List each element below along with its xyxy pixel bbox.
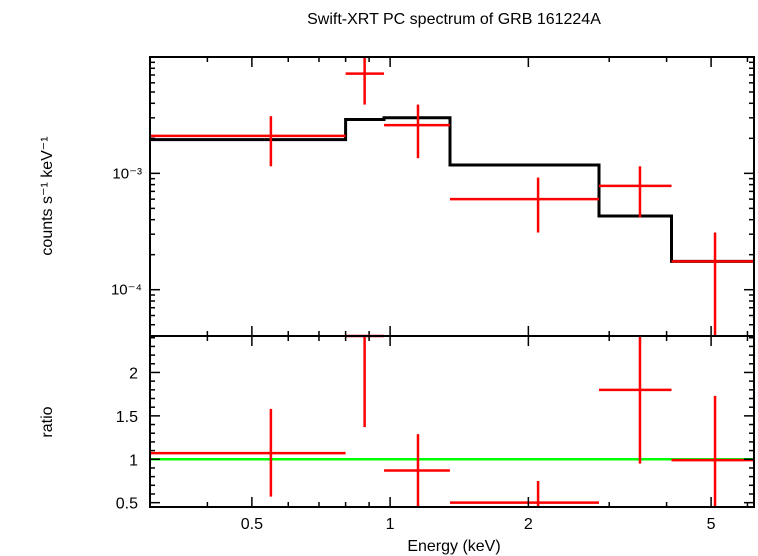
top-plot-frame <box>149 56 755 337</box>
ratio-point-6 <box>671 395 754 507</box>
spectrum-point-3 <box>384 104 450 159</box>
x-tick-label: 0.5 <box>241 516 263 533</box>
ratio-panel: 0.5 1 2 5 0.5 1 1.5 2 <box>116 334 755 533</box>
ratio-point-5 <box>598 336 672 464</box>
bottom-axis-ticks: 0.5 1 2 5 0.5 1 1.5 2 <box>116 336 754 533</box>
y-tick-label: 1.5 <box>116 409 138 426</box>
spectrum-panel: 10⁻³ 10⁻⁴ <box>111 56 755 337</box>
y-tick-label: 2 <box>129 365 138 382</box>
y-tick-label: 10⁻³ <box>112 165 142 182</box>
spectrum-point-4 <box>449 177 599 233</box>
ratio-points-group <box>150 334 754 507</box>
top-axis-ticks: 10⁻³ 10⁻⁴ <box>111 57 754 336</box>
spectrum-point-2 <box>345 58 385 105</box>
chart-title: Swift-XRT PC spectrum of GRB 161224A <box>307 11 601 28</box>
spectrum-point-1 <box>150 116 346 167</box>
bottom-ylabel: ratio <box>39 406 56 437</box>
spectrum-point-5 <box>598 166 672 218</box>
model-curve-group <box>150 116 754 263</box>
ratio-point-3 <box>384 434 450 507</box>
y-tick-label: 1 <box>129 452 138 469</box>
y-tick-label: 0.5 <box>116 496 138 513</box>
x-tick-label: 2 <box>524 516 533 533</box>
xlabel: Energy (keV) <box>407 538 500 555</box>
bottom-plot-frame <box>149 335 755 508</box>
ratio-point-2 <box>345 334 385 428</box>
x-tick-label: 1 <box>386 516 395 533</box>
top-ylabel: counts s⁻¹ keV⁻¹ <box>39 136 56 255</box>
x-tick-label: 5 <box>707 516 716 533</box>
model-step-curve <box>150 116 754 263</box>
spectrum-point-6 <box>671 232 754 336</box>
ratio-point-4 <box>449 480 599 507</box>
y-tick-label: 10⁻⁴ <box>111 282 142 299</box>
data-points-group <box>150 58 754 336</box>
ratio-point-1 <box>150 408 346 497</box>
